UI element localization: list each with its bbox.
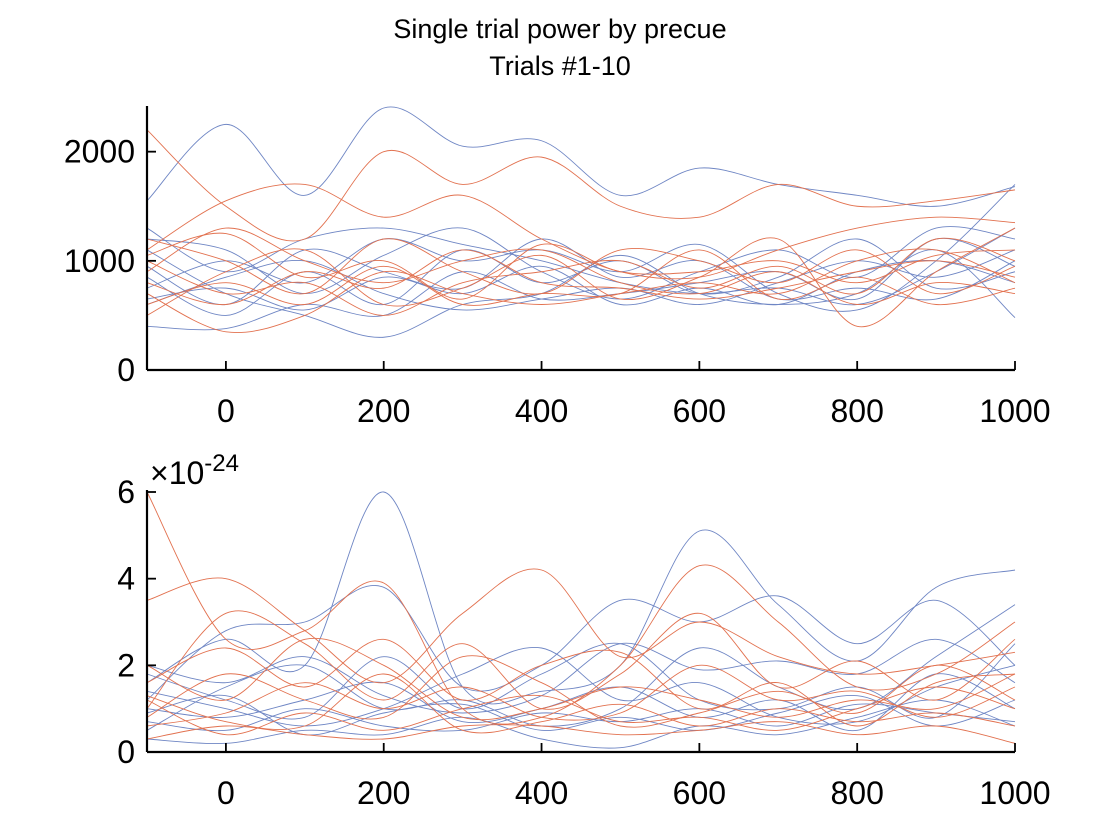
bottom-series-line-16 (146, 721, 1016, 744)
top-panel-axes: 0 200 400 600 800 1000 0 1000 2000 (64, 106, 1051, 429)
top-y-tick-label: 1000 (64, 243, 135, 279)
bottom-x-tick-label: 200 (357, 775, 410, 811)
bottom-series-line-17 (146, 686, 1016, 736)
bottom-x-tick-label: 0 (217, 775, 235, 811)
bottom-series-line-19 (146, 655, 1016, 728)
top-y-tick-label: 0 (117, 352, 135, 388)
bottom-series-line-11 (146, 491, 1016, 725)
top-series-line-5 (146, 249, 1016, 311)
y-exponent-power: -24 (204, 450, 239, 477)
bottom-series-line-1 (146, 491, 1016, 705)
top-series-line-13 (146, 227, 1016, 305)
y-exponent-prefix: ×10 (150, 455, 204, 491)
bottom-y-tick-label: 4 (117, 561, 135, 597)
top-series-line-14 (146, 248, 1016, 333)
bottom-series-line-18 (146, 637, 1016, 721)
top-x-tick-label: 800 (830, 393, 883, 429)
bottom-series-line-13 (146, 610, 1016, 710)
top-x-tick-label: 0 (217, 393, 235, 429)
bottom-series-line-14 (146, 638, 1016, 727)
top-series-line-17 (146, 238, 1016, 295)
figure-title: Single trial power by precue (393, 14, 726, 44)
bottom-x-tick-label: 600 (673, 775, 726, 811)
top-series-line-18 (146, 249, 1016, 305)
top-series-line-12 (146, 183, 1016, 280)
bottom-y-tick-label: 6 (117, 474, 135, 510)
y-exponent-label: ×10-24 (150, 450, 239, 491)
top-y-tick-label: 2000 (64, 134, 135, 170)
bottom-series-line-9 (146, 638, 1016, 714)
top-series-line-15 (146, 237, 1016, 316)
top-x-tick-label: 200 (357, 393, 410, 429)
top-series-line-20 (146, 249, 1016, 306)
top-series-line-16 (146, 227, 1016, 328)
top-x-tick-label: 1000 (979, 393, 1050, 429)
bottom-y-tick-label: 0 (117, 734, 135, 770)
bottom-x-tick-label: 400 (515, 775, 568, 811)
bottom-panel: 0 200 400 600 800 1000 0 2 4 6 ×10-24 (117, 450, 1050, 811)
figure-subtitle: Trials #1-10 (489, 51, 631, 81)
bottom-panel-lines (146, 491, 1016, 749)
top-series-line-19 (146, 232, 1016, 300)
bottom-x-tick-label: 1000 (979, 775, 1050, 811)
bottom-series-line-2 (146, 585, 1016, 701)
bottom-series-line-10 (146, 694, 1016, 736)
bottom-series-line-20 (146, 673, 1016, 734)
top-series-line-11 (146, 129, 1016, 242)
top-x-tick-label: 600 (673, 393, 726, 429)
bottom-x-tick-label: 800 (830, 775, 883, 811)
bottom-y-tick-label: 2 (117, 647, 135, 683)
top-series-line-1 (146, 106, 1016, 207)
bottom-series-line-15 (146, 664, 1016, 727)
top-panel-lines (146, 106, 1016, 338)
bottom-series-line-5 (146, 699, 1016, 749)
bottom-series-line-8 (146, 703, 1016, 732)
bottom-panel-axes: 0 200 400 600 800 1000 0 2 4 6 (117, 474, 1050, 811)
top-panel: 0 200 400 600 800 1000 0 1000 2000 (64, 106, 1051, 429)
top-x-tick-label: 400 (515, 393, 568, 429)
bottom-series-line-12 (146, 568, 1016, 684)
